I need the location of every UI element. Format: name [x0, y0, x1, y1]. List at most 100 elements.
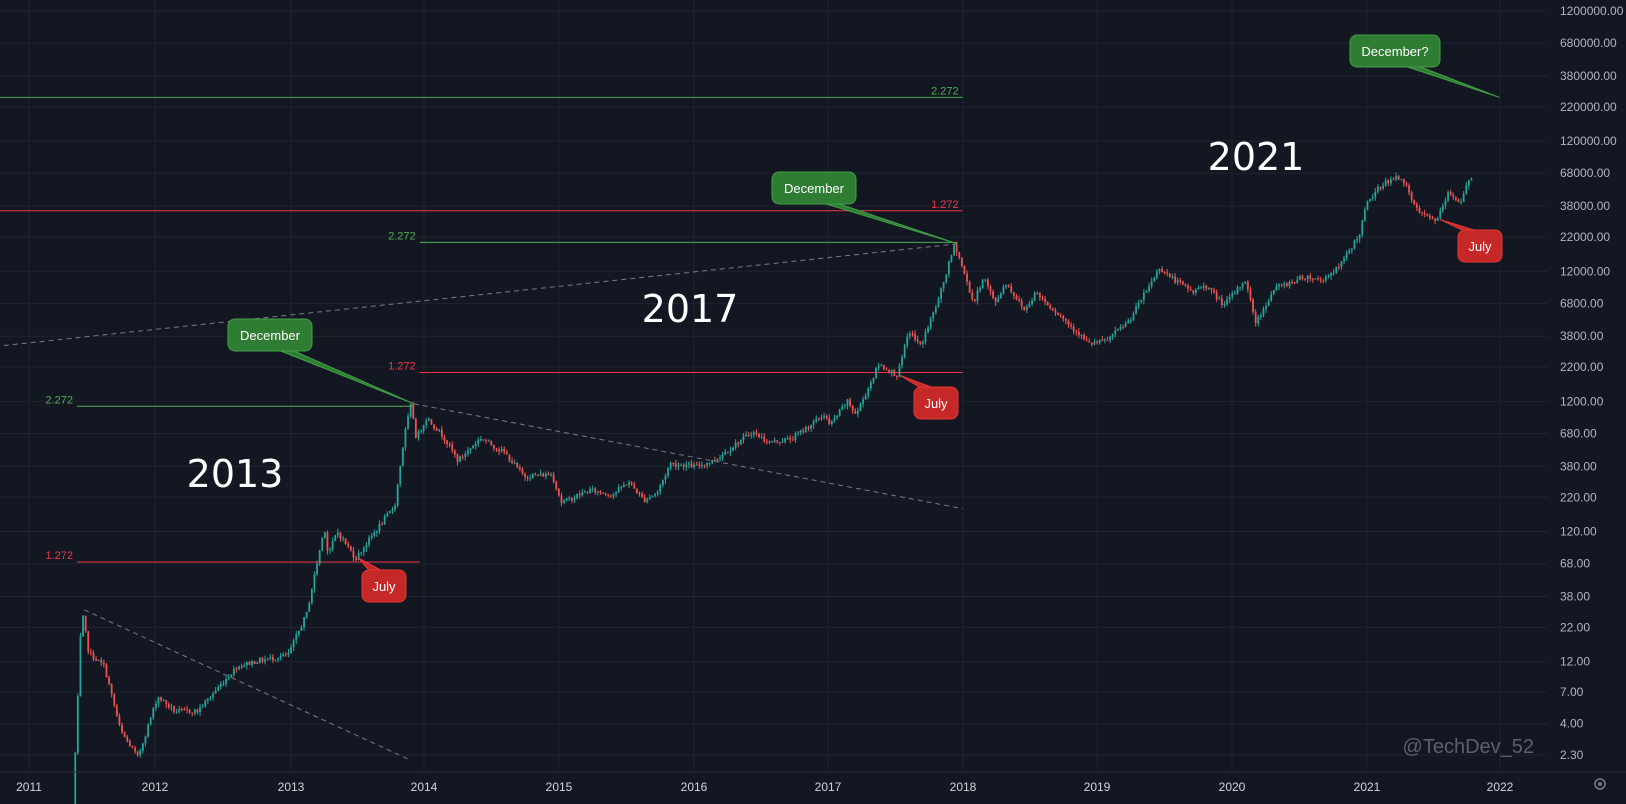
x-axis: 2011 2012 2013 2014 2015 2016 2017 2018 2019 2020… [0, 771, 1626, 794]
candle-body [1163, 272, 1166, 274]
candle-body [232, 668, 235, 675]
candle-body [903, 345, 906, 357]
candle-body [199, 707, 201, 713]
candle-body [589, 488, 591, 493]
candle-body [672, 462, 675, 464]
candle-body [1051, 308, 1054, 311]
candle-body [1007, 285, 1010, 287]
candle-body [453, 450, 456, 455]
candle-body [945, 274, 948, 283]
candle-body [955, 244, 958, 253]
candle-body [1189, 288, 1192, 291]
candle-body [128, 740, 131, 747]
candle-body [1431, 217, 1434, 219]
candle-body [1093, 341, 1096, 345]
candle-body [1337, 266, 1340, 268]
candle-body [1436, 217, 1439, 221]
candle-body [685, 464, 688, 468]
candle-body [823, 416, 825, 418]
candle-body [290, 647, 292, 653]
candle-body [1405, 183, 1408, 186]
candle-body [508, 454, 511, 461]
candle-body [758, 433, 760, 438]
candle-body [401, 447, 404, 467]
candle-body [1119, 326, 1122, 329]
candle-body [409, 404, 412, 417]
candle-body [422, 425, 425, 432]
candle-body [607, 494, 610, 496]
candle-body [1109, 336, 1111, 341]
candle-body [799, 430, 802, 433]
candle-body [313, 574, 316, 590]
candle-body [680, 464, 682, 466]
candle-body [521, 469, 524, 474]
candle-body [596, 491, 599, 493]
trendline [413, 403, 963, 510]
candle-body [1046, 301, 1049, 306]
candle-body [755, 432, 758, 434]
watermark: @TechDev_52 [1403, 736, 1534, 758]
gear-icon[interactable] [1594, 778, 1606, 790]
y-tick-label: 22000.00 [1560, 230, 1610, 244]
candle-body [1184, 284, 1187, 286]
candle-body [1088, 341, 1091, 343]
candle-body [331, 540, 334, 550]
x-tick-label: 2011 [16, 780, 42, 794]
candle-body [178, 708, 181, 712]
candle-body [1304, 278, 1306, 280]
candle-body [1434, 218, 1436, 221]
candle-body [825, 416, 828, 419]
candle-body [838, 409, 841, 416]
callout-bubble [227, 318, 313, 352]
candle-body [615, 492, 617, 495]
x-tick-label: 2020 [1219, 780, 1246, 794]
candle-body [1171, 276, 1174, 278]
candle-body [326, 532, 329, 551]
candle-body [901, 356, 903, 366]
x-tick-label: 2013 [278, 780, 305, 794]
candle-body [664, 475, 667, 481]
candle-body [1465, 185, 1468, 195]
x-tick-label: 2018 [950, 780, 977, 794]
candle-body [1423, 212, 1426, 214]
candle-body [368, 537, 370, 545]
candle-body [802, 430, 805, 432]
y-tick-label: 2200.00 [1560, 360, 1604, 374]
candle-body [682, 464, 685, 468]
candle-body [1179, 280, 1182, 282]
candle-body [721, 454, 724, 458]
y-tick-label: 220000.00 [1560, 100, 1617, 114]
candle-body [1369, 198, 1371, 201]
candle-body [719, 457, 721, 459]
candle-body [108, 677, 110, 685]
candle-body [167, 704, 170, 708]
candle-body [864, 395, 867, 400]
candle-body [102, 662, 105, 665]
candle-body [513, 462, 516, 464]
candle-body [778, 442, 781, 444]
candle-body [482, 439, 485, 441]
candle-body [888, 369, 890, 374]
candle-body [1254, 312, 1257, 324]
candle-body [154, 703, 157, 709]
candle-body [693, 464, 695, 468]
candle-body [212, 693, 214, 698]
candle-body [469, 448, 472, 451]
candle-body [500, 448, 503, 452]
candle-body [828, 418, 831, 425]
candle-body [1187, 285, 1189, 289]
candle-body [594, 488, 597, 493]
candle-body [622, 484, 625, 488]
candle-body [1038, 293, 1041, 298]
candle-body [1285, 283, 1288, 287]
candle-body [84, 615, 87, 632]
callout-bubble [1457, 229, 1503, 263]
candle-body [186, 709, 188, 711]
candle-body [1207, 287, 1210, 289]
candle-body [1140, 300, 1143, 303]
x-tick-label: 2015 [546, 780, 573, 794]
candle-body [1072, 326, 1075, 331]
candle-body [776, 440, 779, 443]
candle-body [214, 690, 217, 694]
